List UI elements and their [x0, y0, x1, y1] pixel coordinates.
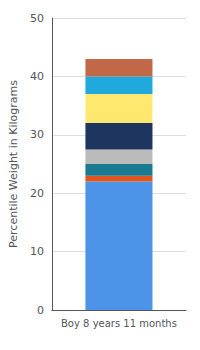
- svg-text:0: 0: [37, 304, 44, 317]
- svg-text:30: 30: [30, 128, 44, 141]
- svg-text:Boy 8 years 11 months: Boy 8 years 11 months: [61, 318, 177, 329]
- svg-text:50: 50: [30, 12, 44, 25]
- svg-text:40: 40: [30, 70, 44, 83]
- svg-text:20: 20: [30, 187, 44, 200]
- svg-text:10: 10: [30, 245, 44, 258]
- svg-text:Percentile Weight in Kilograms: Percentile Weight in Kilograms: [7, 80, 20, 248]
